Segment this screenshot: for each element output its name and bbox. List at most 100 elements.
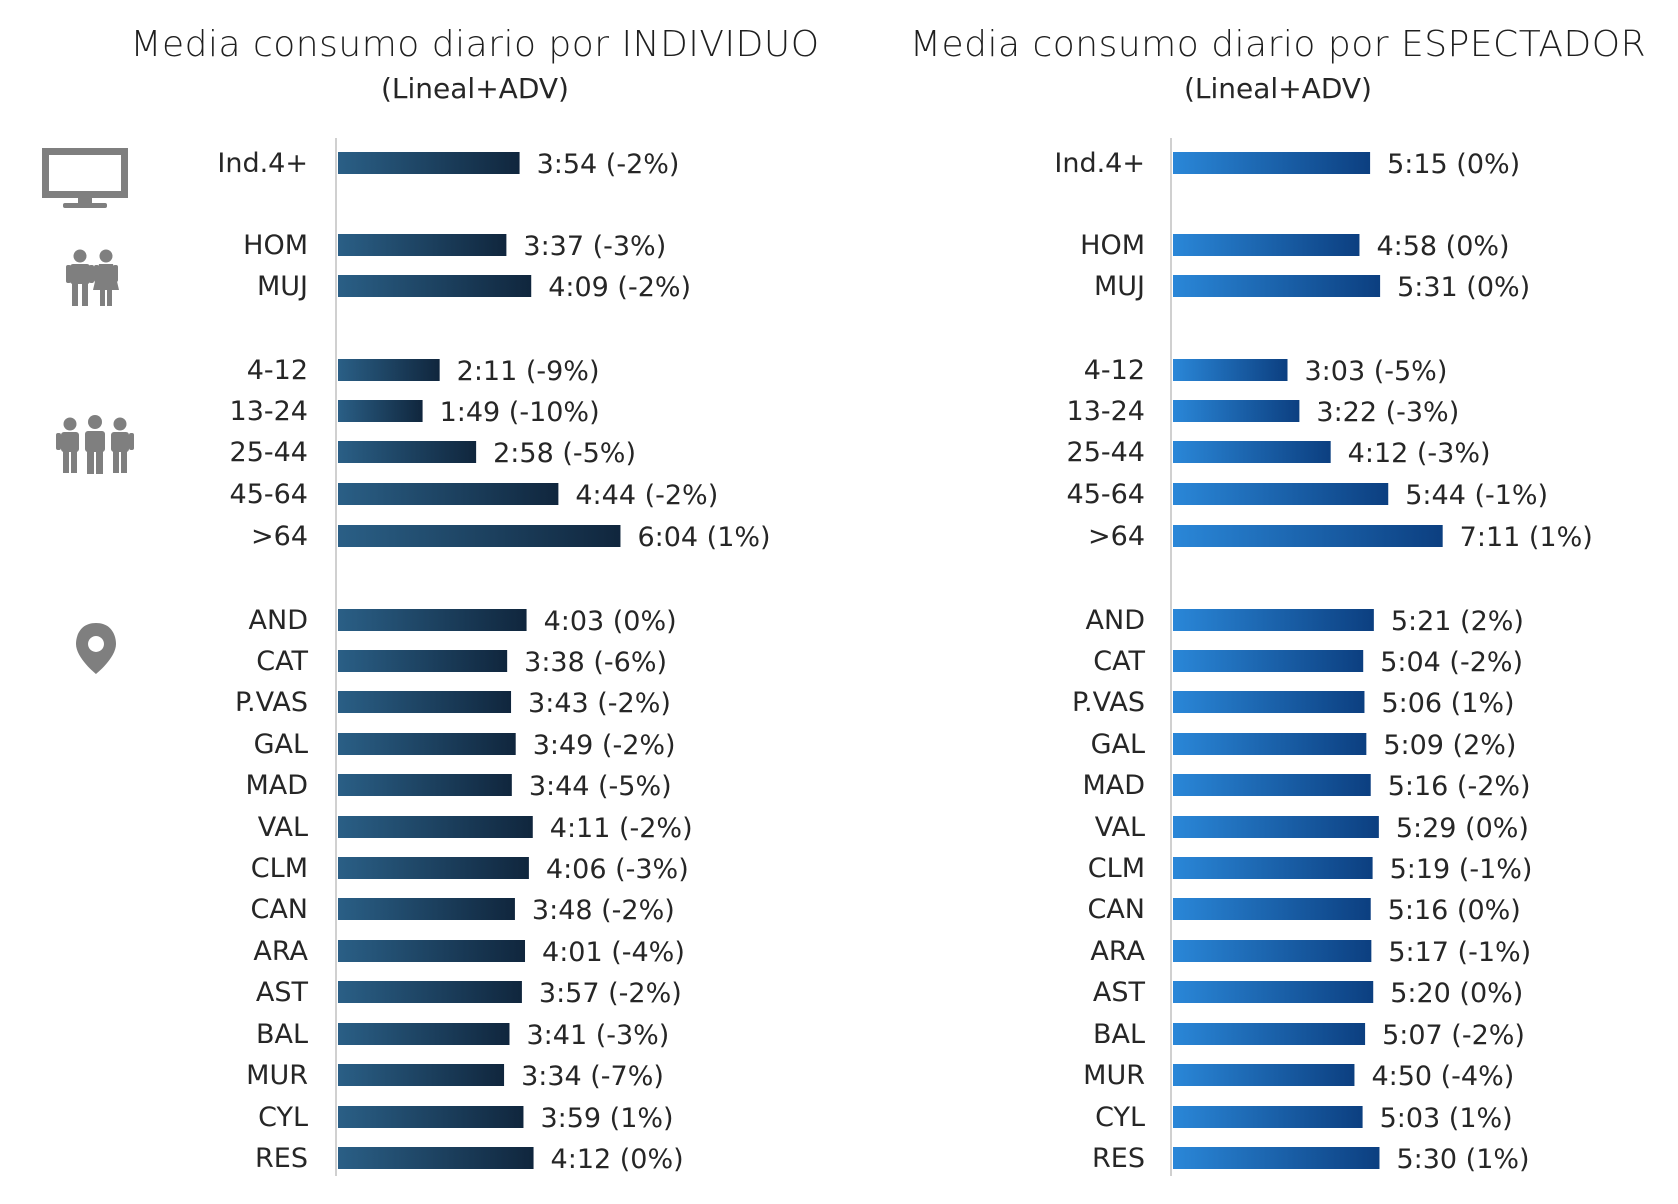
- left-data-label: 4:12 (0%): [551, 1144, 684, 1175]
- left-bar: [338, 234, 507, 256]
- right-chart: Ind.4+ 5:15 (0%) HOM 4:58 (0%) MUJ 5:31 (0%) 4…: [1054, 138, 1593, 1176]
- left-category-label: MUR: [246, 1060, 308, 1091]
- right-category-label: 4-12: [1084, 355, 1145, 386]
- left-data-label: 4:11 (-2%): [550, 813, 693, 844]
- left-bar: [338, 1064, 505, 1086]
- left-category-label: AND: [249, 605, 308, 636]
- left-bar: [338, 940, 526, 962]
- right-data-label: 4:50 (-4%): [1371, 1061, 1514, 1092]
- left-category-label: HOM: [243, 230, 308, 261]
- right-category-label: 45-64: [1067, 479, 1145, 510]
- left-bar: [338, 152, 520, 174]
- right-data-label: 4:58 (0%): [1376, 231, 1509, 262]
- left-data-label: 3:59 (1%): [540, 1103, 673, 1134]
- right-bar: [1173, 816, 1379, 838]
- left-bar: [338, 774, 512, 796]
- left-bar: [338, 898, 515, 920]
- left-data-label: 3:34 (-7%): [521, 1061, 664, 1092]
- left-bar: [338, 816, 533, 838]
- left-chart-title: Media consumo diario por INDIVIDUO: [130, 24, 820, 65]
- left-bar: [338, 733, 516, 755]
- right-data-label: 5:16 (0%): [1388, 895, 1521, 926]
- right-bar: [1173, 1147, 1380, 1169]
- left-data-label: 3:49 (-2%): [533, 730, 676, 761]
- left-data-label: 6:04 (1%): [637, 522, 770, 553]
- right-category-label: MUR: [1083, 1060, 1145, 1091]
- right-category-label: CLM: [1088, 853, 1145, 884]
- right-category-label: P.VAS: [1072, 687, 1145, 718]
- left-category-label: MUJ: [257, 271, 308, 302]
- right-chart-subtitle: (Lineal+ADV): [1184, 72, 1372, 105]
- right-bar: [1173, 441, 1331, 463]
- left-category-label: VAL: [258, 812, 308, 843]
- right-data-label: 3:03 (-5%): [1305, 356, 1448, 387]
- left-category-label: >64: [251, 521, 308, 552]
- right-bar: [1173, 525, 1443, 547]
- left-bar: [338, 609, 527, 631]
- right-category-label: AND: [1086, 605, 1145, 636]
- right-bar: [1173, 1064, 1355, 1086]
- right-category-label: VAL: [1095, 812, 1145, 843]
- left-data-label: 4:01 (-4%): [542, 937, 685, 968]
- right-bar: [1173, 609, 1374, 631]
- right-bar: [1173, 234, 1360, 256]
- right-data-label: 5:19 (-1%): [1390, 854, 1533, 885]
- right-data-label: 5:31 (0%): [1397, 272, 1530, 303]
- left-category-label: 25-44: [230, 437, 308, 468]
- left-bar: [338, 650, 508, 672]
- right-data-label: 5:21 (2%): [1391, 606, 1524, 637]
- left-data-label: 2:58 (-5%): [493, 438, 636, 469]
- right-bar: [1173, 152, 1371, 174]
- right-data-label: 5:44 (-1%): [1405, 480, 1548, 511]
- right-category-label: RES: [1092, 1143, 1145, 1174]
- group-people-icon: [56, 415, 134, 474]
- right-bar: [1173, 940, 1372, 962]
- right-data-label: 5:09 (2%): [1383, 730, 1516, 761]
- left-category-label: CYL: [258, 1102, 308, 1133]
- right-bar: [1173, 774, 1371, 796]
- right-bar: [1173, 483, 1389, 505]
- left-data-label: 3:57 (-2%): [539, 978, 682, 1009]
- right-bar: [1173, 898, 1371, 920]
- right-data-label: 3:22 (-3%): [1316, 397, 1459, 428]
- right-category-label: BAL: [1093, 1019, 1145, 1050]
- right-bar: [1173, 1106, 1363, 1128]
- left-category-label: P.VAS: [235, 687, 308, 718]
- left-bar: [338, 691, 512, 713]
- left-bar: [338, 857, 529, 879]
- right-category-label: 25-44: [1067, 437, 1145, 468]
- right-category-label: AST: [1093, 977, 1146, 1008]
- right-category-label: ARA: [1090, 936, 1145, 967]
- left-bar: [338, 981, 522, 1003]
- right-bar: [1173, 650, 1364, 672]
- location-pin-icon: [76, 623, 116, 674]
- left-category-label: 4-12: [247, 355, 308, 386]
- man-woman-icon: [66, 249, 119, 306]
- left-category-label: CAT: [256, 646, 308, 677]
- left-bar: [338, 1106, 524, 1128]
- right-category-label: Ind.4+: [1054, 148, 1145, 179]
- left-chart: Ind.4+ 3:54 (-2%) HOM 3:37 (-3%) MUJ 4:09 (-2…: [217, 138, 771, 1176]
- left-chart-subtitle: (Lineal+ADV): [381, 72, 569, 105]
- left-data-label: 1:49 (-10%): [440, 397, 600, 428]
- right-data-label: 5:07 (-2%): [1382, 1020, 1525, 1051]
- left-category-label: 13-24: [230, 396, 308, 427]
- left-data-label: 3:41 (-3%): [526, 1020, 669, 1051]
- right-category-label: GAL: [1091, 729, 1145, 760]
- right-data-label: 5:06 (1%): [1381, 688, 1514, 719]
- right-category-label: CYL: [1095, 1102, 1145, 1133]
- right-category-label: HOM: [1080, 230, 1145, 261]
- right-category-label: CAN: [1087, 894, 1145, 925]
- left-bar: [338, 441, 477, 463]
- left-data-label: 4:06 (-3%): [546, 854, 689, 885]
- left-data-label: 4:09 (-2%): [548, 272, 691, 303]
- right-bar: [1173, 400, 1300, 422]
- left-data-label: 3:48 (-2%): [532, 895, 675, 926]
- right-chart-title: Media consumo diario por ESPECTADOR: [909, 24, 1647, 65]
- right-data-label: 5:03 (1%): [1380, 1103, 1513, 1134]
- right-data-label: 7:11 (1%): [1460, 522, 1593, 553]
- left-bar: [338, 525, 621, 547]
- left-bar: [338, 400, 423, 422]
- left-data-label: 3:37 (-3%): [523, 231, 666, 262]
